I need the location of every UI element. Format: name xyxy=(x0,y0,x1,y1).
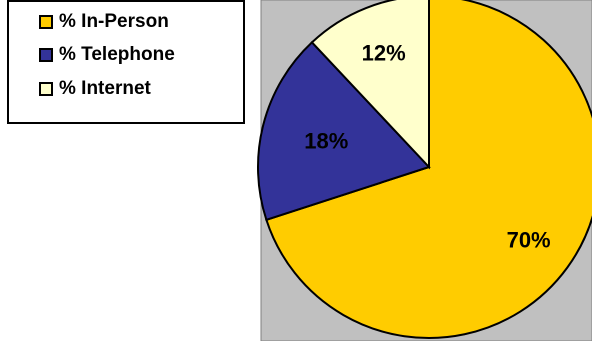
legend-item: % In-Person xyxy=(39,11,169,33)
legend-item: % Internet xyxy=(39,78,151,100)
slice-data-label: 12% xyxy=(362,41,406,66)
chart-legend: % In-Person % Telephone % Internet xyxy=(7,0,245,124)
legend-label: % In-Person xyxy=(59,11,169,32)
pie-slice xyxy=(265,0,592,339)
legend-swatch xyxy=(39,82,53,96)
legend-label: % Telephone xyxy=(59,44,175,65)
legend-swatch xyxy=(39,15,53,29)
legend-swatch xyxy=(39,48,53,62)
legend-item: % Telephone xyxy=(39,44,175,66)
slice-data-label: 70% xyxy=(507,227,551,252)
slice-data-label: 18% xyxy=(304,129,348,154)
pie-slice xyxy=(310,0,430,170)
pie-slice xyxy=(257,40,431,222)
legend-label: % Internet xyxy=(59,78,151,99)
